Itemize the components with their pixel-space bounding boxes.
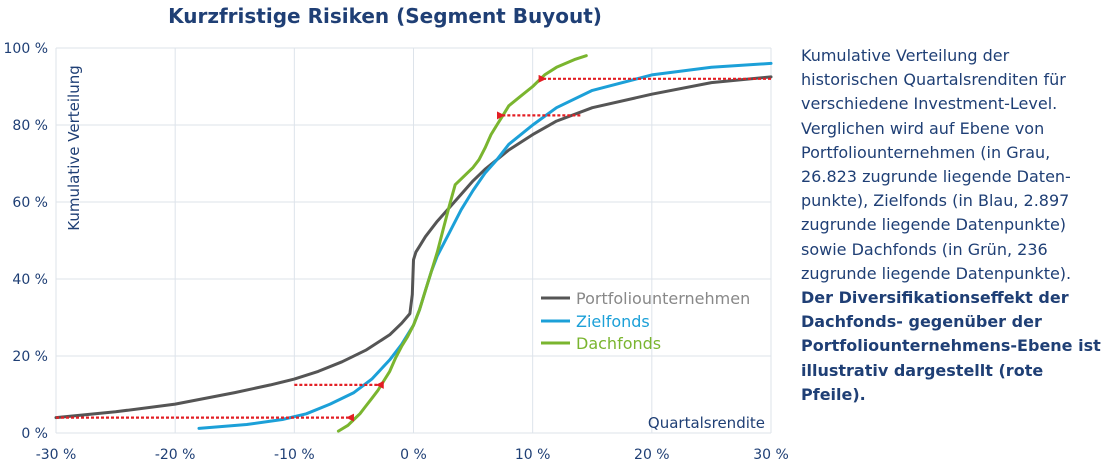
legend-label-dachfonds: Dachfonds — [576, 334, 661, 353]
chart-caption: Kumulative Verteilung der historischen Q… — [801, 44, 1105, 407]
series-line-portfoliounternehmen — [54, 75, 773, 420]
y-tick-label: 100 % — [4, 41, 48, 57]
x-tick-label: 30 % — [753, 447, 789, 463]
legend: Portfoliounternehmen Zielfonds Dachfonds — [541, 289, 750, 353]
y-tick-label: 0 % — [21, 426, 48, 442]
legend-label-zielfonds: Zielfonds — [576, 312, 650, 331]
x-tick-label: -10 % — [274, 447, 315, 463]
legend-label-portfoliounternehmen: Portfoliounternehmen — [576, 289, 750, 308]
series-line-zielfonds — [197, 61, 773, 430]
x-tick-label: 0 % — [400, 447, 427, 463]
x-tick-label: -30 % — [36, 447, 77, 463]
y-tick-label: 20 % — [12, 349, 48, 365]
y-axis-title: Kumulative Verteilung — [65, 65, 83, 230]
caption-bold-text: Der Diversifikationseffekt der Dachfonds… — [801, 288, 1101, 404]
x-tick-label: -20 % — [155, 447, 196, 463]
cdf-chart: 0 % 20 % 40 % 60 % 80 % 100 % -30 % -20 % -10 % 0… — [4, 41, 789, 463]
y-tick-label: 40 % — [12, 272, 48, 288]
chart-title: Kurzfristige Risiken (Segment Buyout) — [168, 4, 602, 28]
y-tick-label: 60 % — [12, 195, 48, 211]
series-line-dachfonds — [336, 54, 588, 433]
x-tick-label: 20 % — [634, 447, 670, 463]
x-axis-title: Quartalsrendite — [648, 414, 765, 432]
y-tick-label: 80 % — [12, 118, 48, 134]
caption-text: Kumulative Verteilung der historischen Q… — [801, 46, 1072, 283]
x-tick-label: 10 % — [515, 447, 551, 463]
